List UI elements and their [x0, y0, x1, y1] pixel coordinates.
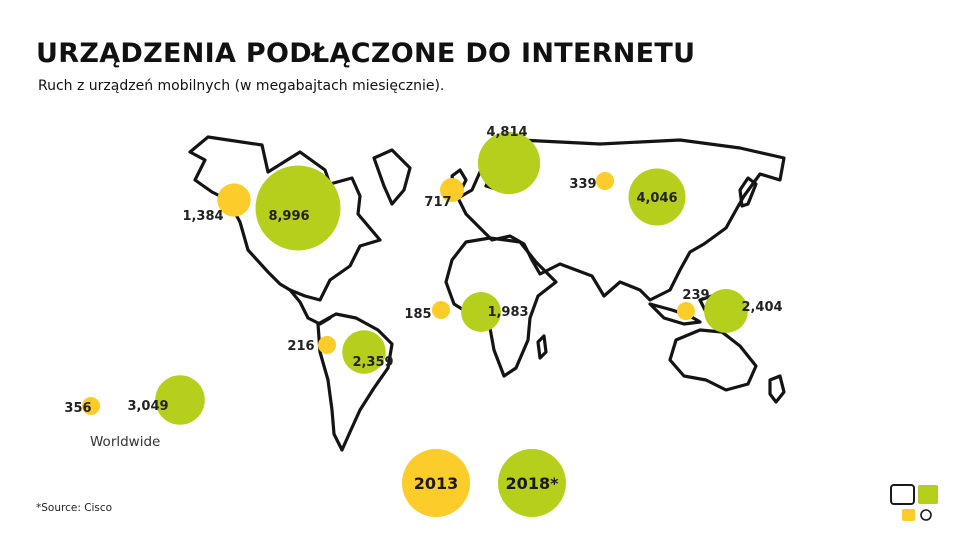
- bubble-2013-asia-north: [596, 172, 614, 190]
- bubble-2013-latin-america: [318, 336, 336, 354]
- bubble-2018-europe-north: [477, 131, 541, 195]
- label-2013-asia-pacific: 239: [682, 288, 709, 303]
- region-name-worldwide: Worldwide: [90, 434, 160, 450]
- legend-bubble-2013: [402, 449, 470, 517]
- logo-outline-square: [890, 484, 915, 505]
- bubble-2013-africa: [432, 301, 450, 319]
- bubble-2013-asia-pacific: [677, 302, 695, 320]
- bubble-2013-europe-north: [440, 178, 464, 202]
- bubble-2013-worldwide: [82, 397, 100, 415]
- label-2013-worldwide: 356: [64, 401, 91, 416]
- source-note: *Source: Cisco: [36, 502, 113, 514]
- label-2018-africa: 1,983: [487, 305, 528, 320]
- bubble-2013-north-america-west: [217, 183, 251, 217]
- legend-label-2013: 2013: [414, 474, 459, 493]
- bubble-2018-asia-north: [628, 168, 686, 226]
- label-2013-latin-america: 216: [287, 339, 314, 354]
- label-2018-asia-pacific: 2,404: [741, 300, 782, 315]
- bubble-2018-latin-america: [342, 330, 386, 374]
- label-2013-asia-north: 339: [569, 177, 596, 192]
- bubble-2018-asia-pacific: [704, 289, 748, 333]
- brand-logo: [890, 484, 938, 521]
- subtitle: Ruch z urządzeń mobilnych (w megabajtach…: [38, 78, 445, 94]
- legend-bubble-2018: [498, 449, 566, 517]
- logo-yellow-square: [902, 509, 915, 521]
- logo-circle: [920, 509, 932, 521]
- bubble-2018-north-america-west: [255, 165, 341, 251]
- legend-label-2018: 2018*: [506, 474, 560, 493]
- label-2013-europe-north: 717: [424, 195, 451, 210]
- bubble-2018-worldwide: [155, 375, 205, 425]
- label-2018-worldwide: 3,049: [127, 399, 168, 414]
- bubble-2018-africa: [461, 292, 501, 332]
- label-2013-africa: 185: [404, 307, 431, 322]
- label-2018-latin-america: 2,359: [352, 355, 393, 370]
- logo-green-square: [918, 485, 938, 504]
- label-2018-north-america-west: 8,996: [268, 209, 309, 224]
- label-2018-europe-north: 4,814: [486, 125, 527, 140]
- page-title: URZĄDZENIA PODŁĄCZONE DO INTERNETU: [36, 38, 696, 69]
- label-2013-north-america-west: 1,384: [182, 209, 223, 224]
- label-2018-asia-north: 4,046: [636, 191, 677, 206]
